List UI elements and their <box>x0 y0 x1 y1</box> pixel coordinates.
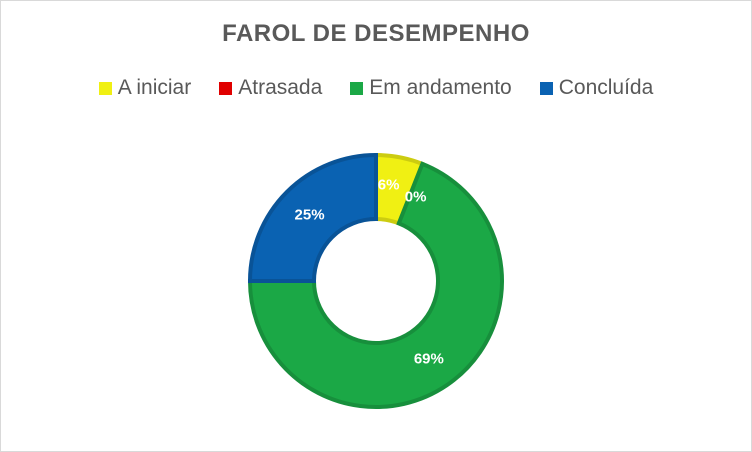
legend: A iniciar Atrasada Em andamento Concluíd… <box>0 76 752 100</box>
data-label-a-iniciar: 6% <box>378 177 400 194</box>
legend-item-atrasada: Atrasada <box>219 76 322 100</box>
legend-swatch-a-iniciar <box>98 81 112 95</box>
chart-title: FAROL DE DESEMPENHO <box>222 20 530 47</box>
legend-swatch-em-andamento <box>350 81 364 95</box>
data-label-concluida: 25% <box>295 207 325 224</box>
data-label-em-andamento: 69% <box>414 351 444 368</box>
legend-swatch-concluida <box>539 81 553 95</box>
donut-slice-em-andamento <box>247 161 504 409</box>
legend-item-concluida: Concluída <box>539 76 654 100</box>
legend-swatch-atrasada <box>219 81 233 95</box>
legend-item-em-andamento: Em andamento <box>350 76 512 100</box>
legend-label-em-andamento: Em andamento <box>369 76 512 99</box>
legend-label-atrasada: Atrasada <box>238 76 323 99</box>
legend-item-a-iniciar: A iniciar <box>98 76 192 100</box>
data-label-atrasada: 0% <box>405 189 427 206</box>
donut-slice-concluida <box>247 152 378 283</box>
legend-label-a-iniciar: A iniciar <box>117 76 192 99</box>
legend-label-concluida: Concluída <box>558 76 654 99</box>
